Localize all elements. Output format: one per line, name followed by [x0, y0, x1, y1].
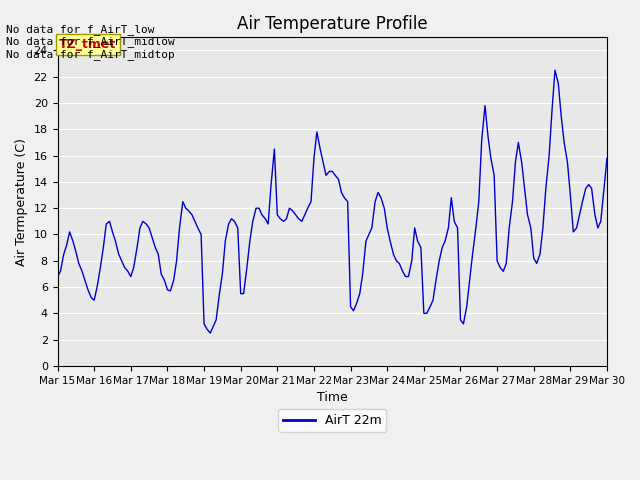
Y-axis label: Air Termperature (C): Air Termperature (C) — [15, 138, 28, 265]
X-axis label: Time: Time — [317, 391, 348, 404]
Legend: AirT 22m: AirT 22m — [278, 409, 387, 432]
Text: No data for f_AirT_low
No data for f_AirT_midlow
No data for f_AirT_midtop: No data for f_AirT_low No data for f_Air… — [6, 24, 175, 60]
Title: Air Temperature Profile: Air Temperature Profile — [237, 15, 428, 33]
Text: TZ_tmet: TZ_tmet — [60, 38, 116, 51]
